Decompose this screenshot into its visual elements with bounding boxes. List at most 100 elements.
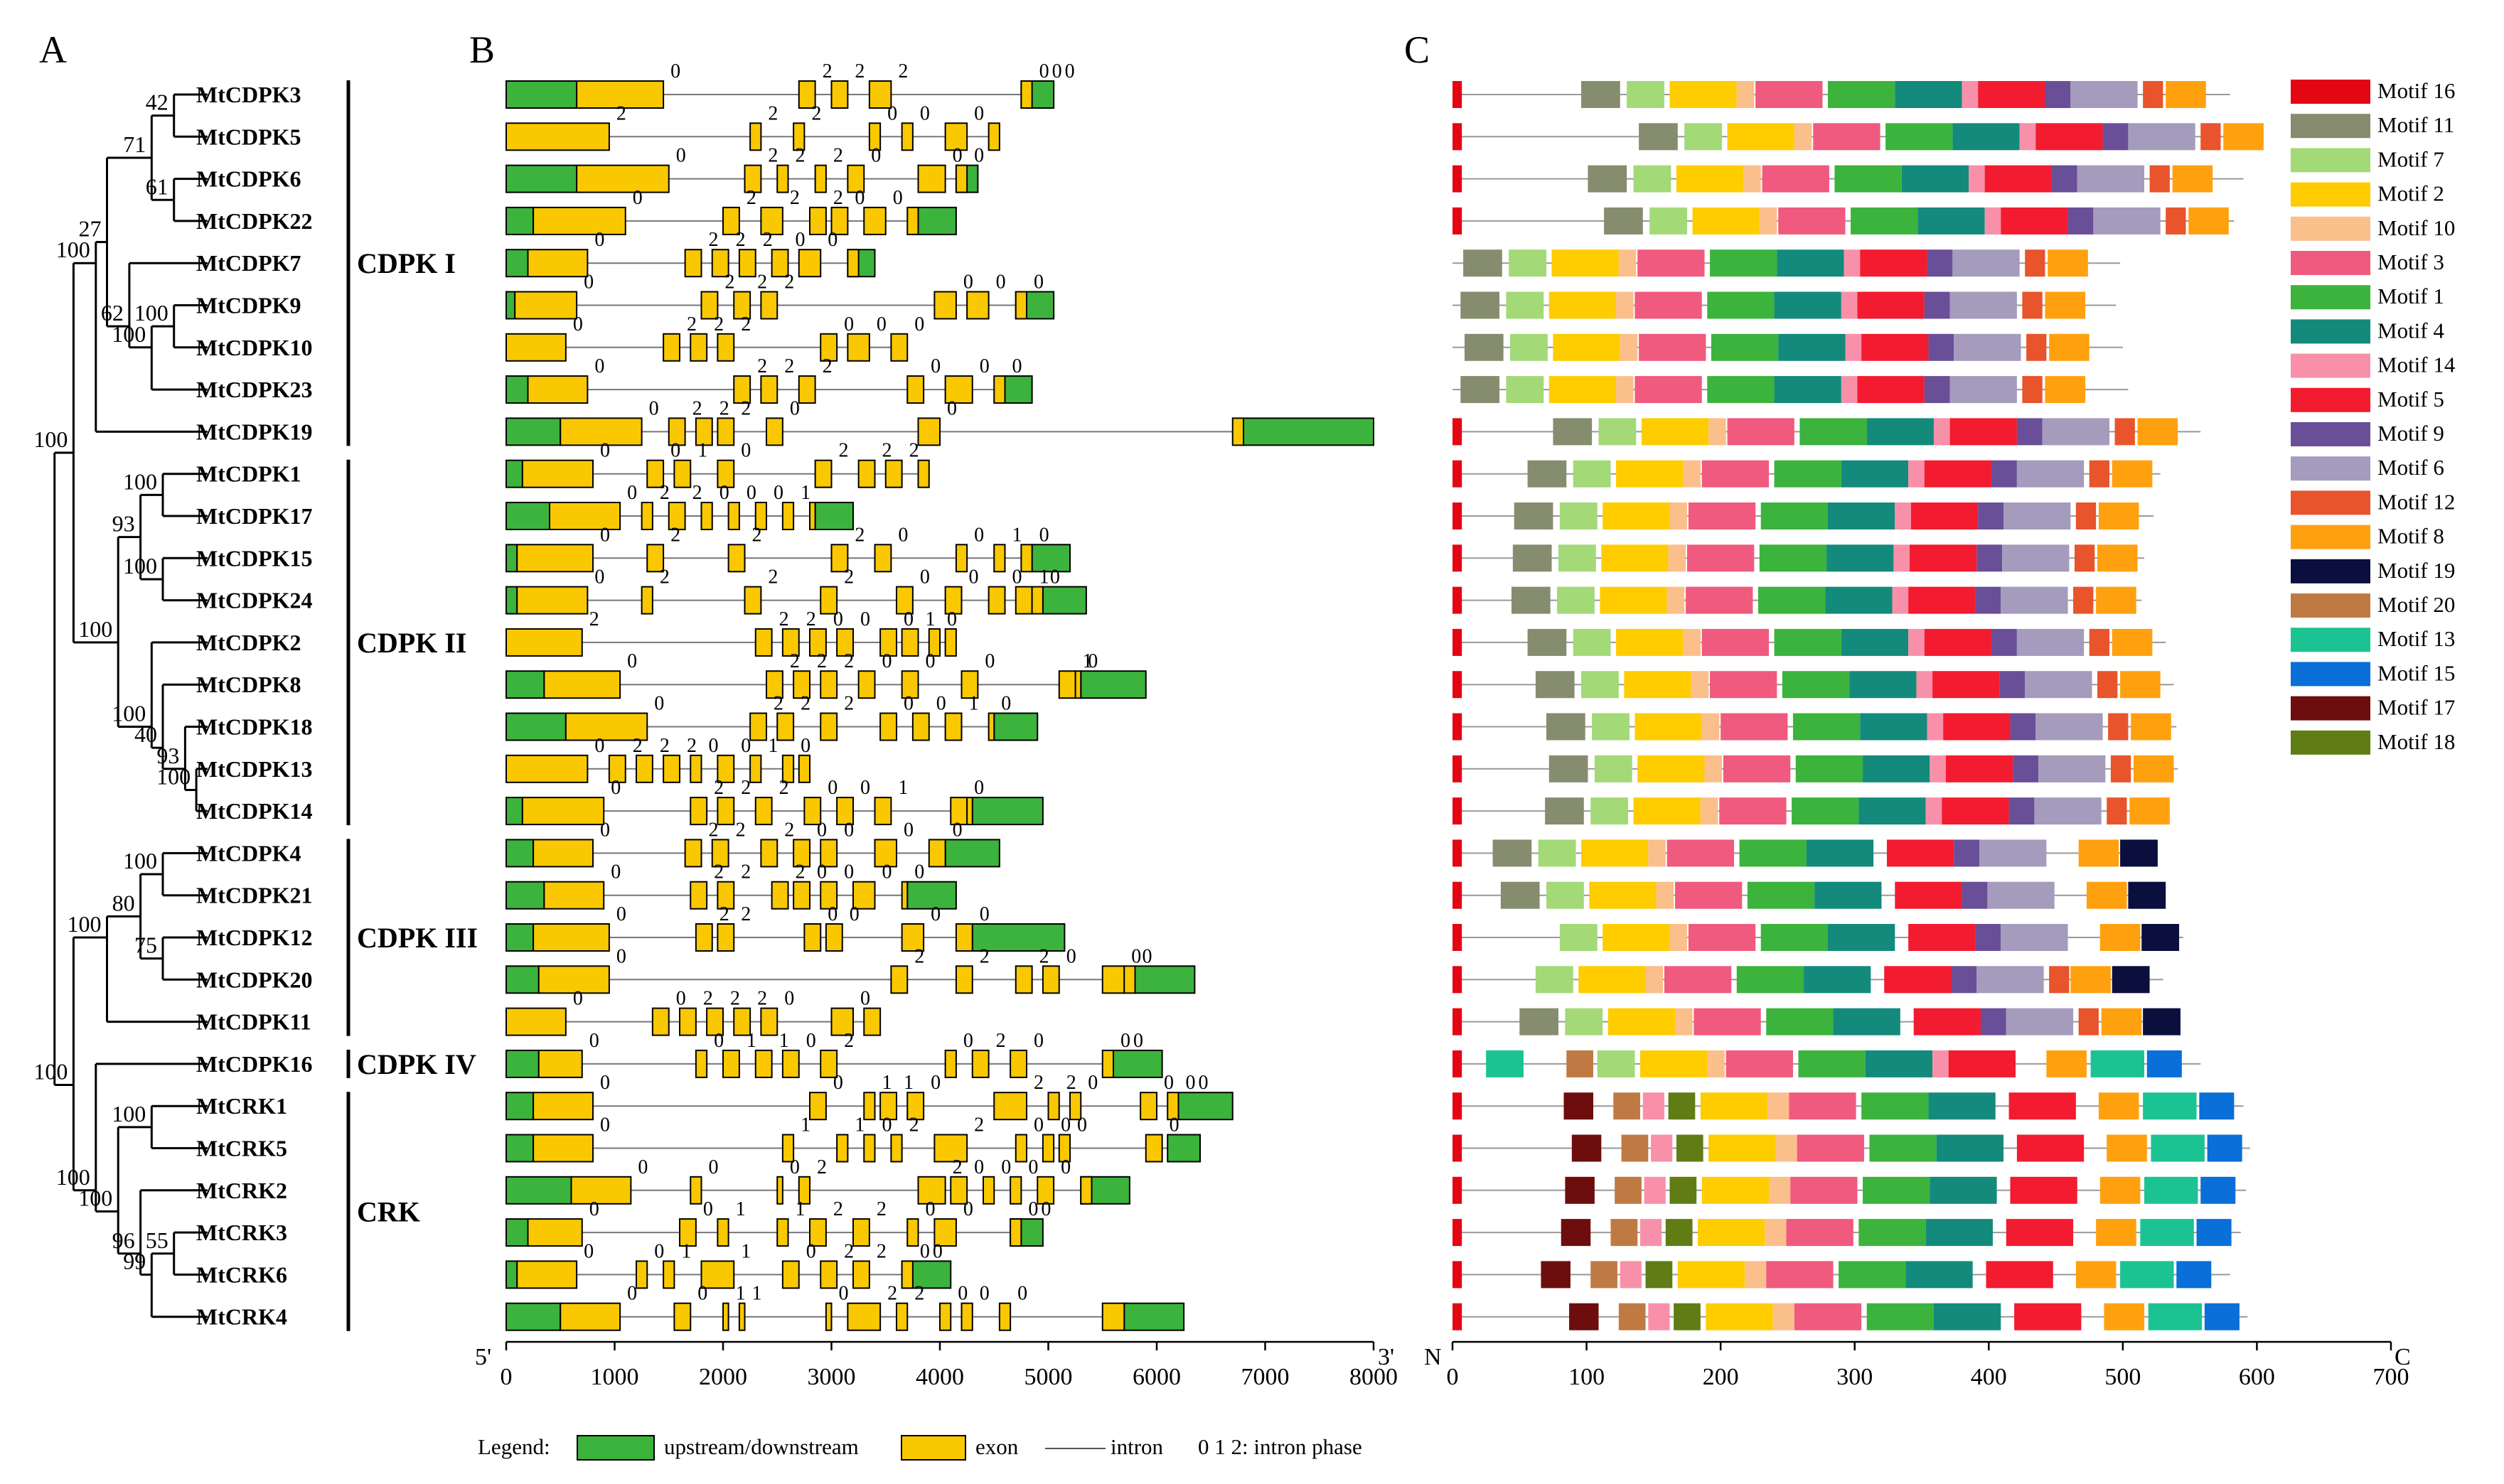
exon-block: [565, 712, 648, 741]
intron-phase-label: 2: [974, 1114, 984, 1136]
motif-block-12: [2149, 165, 2170, 193]
motif-block-2: [1589, 881, 1657, 909]
motif-block-11: [1581, 81, 1620, 108]
motif-row: [1452, 586, 2142, 614]
utr-block: [505, 965, 540, 994]
motif-block-6: [2001, 586, 2068, 614]
intron-phase-label: 2: [914, 945, 924, 967]
motif-block-5: [1924, 628, 1992, 656]
exon-block: [906, 1218, 919, 1247]
motif-block-1: [1861, 1092, 1929, 1120]
gene-label: MtCRK6: [196, 1262, 287, 1287]
exon-block: [820, 839, 838, 868]
motif-block-5: [1924, 460, 1992, 488]
motif-block-10: [1759, 207, 1777, 235]
intron-phase-label: 2: [806, 608, 816, 630]
exon-block: [760, 839, 779, 868]
exon-block: [944, 628, 957, 657]
gene-structure-row: 2 2 2 0 0 0: [505, 102, 1000, 151]
exon-block: [863, 1092, 876, 1121]
exon-block: [695, 923, 713, 952]
exon-block: [673, 1302, 692, 1331]
exon-block: [636, 754, 653, 783]
exon-block: [690, 333, 708, 362]
intron-phase-label: 0: [974, 1156, 984, 1178]
intron-phase-label: 2: [887, 1283, 897, 1305]
gene-label: MtCDPK3: [196, 82, 301, 107]
motif-block-3: [1721, 713, 1788, 741]
gene-label-list: MtCDPK3 MtCDPK5 MtCDPK6 MtCDPK22 MtCDPK7 MtCD…: [196, 82, 313, 1330]
gene-label: MtCDPK21: [196, 883, 313, 908]
motif-block-5: [1908, 924, 1976, 951]
exon-block: [1058, 670, 1076, 699]
motif-block-4: [1858, 797, 1926, 825]
motif-block-2: [1607, 1008, 1676, 1036]
intron-phase-label: 0: [627, 650, 637, 672]
exon-block: [733, 1007, 751, 1036]
utr-block: [505, 881, 545, 910]
intron-phase-label: 0: [1143, 945, 1152, 967]
exon-block: [663, 1260, 675, 1289]
motif-block-1: [1747, 881, 1815, 909]
motif-axis-n-label: N: [1424, 1344, 1442, 1370]
exon-block: [798, 375, 816, 404]
motif-block-6: [2034, 797, 2102, 825]
motif-block-16: [1452, 839, 1462, 867]
motif-block-8: [2045, 291, 2086, 319]
exon-block: [516, 586, 589, 615]
exon-block: [641, 502, 653, 530]
motif-block-9: [2067, 207, 2094, 235]
intron-phase-label: 0: [719, 482, 729, 504]
motif-block-8: [2223, 123, 2264, 151]
exon-block: [711, 839, 729, 868]
exon-block: [516, 1260, 578, 1289]
motif-block-8: [2131, 713, 2171, 741]
exon-block: [874, 797, 892, 826]
gene-structure-axis: 0 1000 2000 3000 4000 5000 6000 7000 8000 5' 3': [475, 1340, 1398, 1390]
motif-axis-tick-label: 700: [2373, 1364, 2409, 1390]
exon-block: [798, 754, 810, 783]
motif-row: [1452, 1008, 2181, 1036]
motif-block-5: [1860, 249, 1927, 277]
motif-legend-label: Motif 13: [2377, 626, 2455, 651]
motif-block-1: [1839, 1261, 1906, 1289]
motif-block-7: [1557, 586, 1595, 614]
exon-block: [820, 712, 838, 741]
motif-block-16: [1452, 502, 1462, 529]
motif-block-5: [1857, 376, 1925, 404]
motif-block-7: [1509, 249, 1546, 277]
intron-phase-label: 0: [817, 861, 827, 883]
motif-block-16: [1452, 81, 1462, 108]
gs-axis-tick-label: 2000: [699, 1364, 747, 1390]
motif-block-3: [1786, 1219, 1853, 1247]
motif-block-11: [1460, 376, 1499, 404]
exon-block: [754, 502, 767, 530]
exon-block: [890, 965, 909, 994]
motif-legend-swatch: [2291, 662, 2370, 687]
bootstrap-value: 75: [134, 932, 157, 958]
subfamily-label: CDPK IV: [357, 1048, 476, 1080]
motif-row: [1452, 333, 2123, 361]
intron-phase-label: 0: [1170, 1114, 1179, 1136]
intron-phase-label: 0: [1186, 1072, 1196, 1094]
motif-block-10: [1772, 1303, 1794, 1330]
intron-phase-label: 2: [877, 1198, 887, 1220]
intron-phase-label: 0: [860, 608, 870, 630]
intron-phase-label: 2: [855, 524, 865, 546]
motif-block-12: [2075, 502, 2097, 529]
exon-block: [1020, 544, 1033, 573]
motif-block-3: [1701, 460, 1770, 488]
intron-phase-label: 0: [1077, 1114, 1087, 1136]
motif-block-11: [1604, 207, 1643, 235]
exon-block: [852, 881, 876, 910]
gene-label: MtCRK1: [196, 1093, 287, 1119]
motif-block-2: [1640, 1050, 1708, 1077]
intron-phase-label: 2: [741, 397, 751, 419]
motif-row: [1452, 755, 2178, 783]
intron-phase-label: 2: [741, 861, 751, 883]
exon-block: [906, 1092, 925, 1121]
exon-block: [576, 164, 670, 193]
